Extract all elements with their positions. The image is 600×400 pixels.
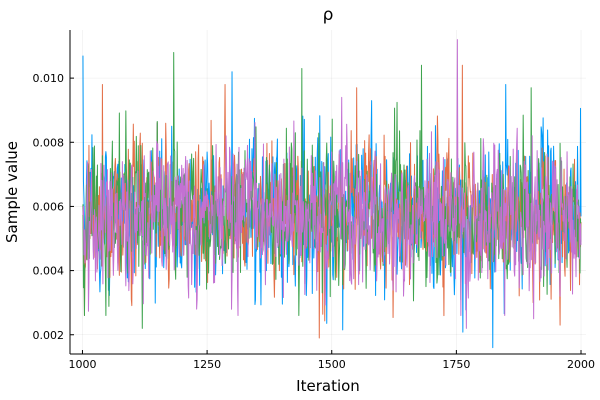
x-tick-label: 1750 [442, 358, 470, 371]
x-ticks: 1000 1250 1500 1750 2000 [68, 350, 595, 371]
y-tick-label: 0.004 [33, 265, 65, 278]
axes [69, 30, 586, 355]
x-tick-label: 1000 [68, 358, 96, 371]
y-tick-label: 0.006 [33, 200, 65, 213]
y-tick-label: 0.008 [33, 136, 65, 149]
x-tick-label: 1250 [193, 358, 221, 371]
series-line [82, 39, 582, 329]
y-ticks: 0.002 0.004 0.006 0.008 0.010 [33, 72, 74, 342]
y-tick-label: 0.002 [33, 329, 65, 342]
y-axis-title: Sample value [3, 141, 21, 243]
x-tick-label: 2000 [567, 358, 595, 371]
chart-title: ρ [323, 5, 334, 25]
y-tick-label: 0.010 [33, 72, 65, 85]
x-axis-title: Iteration [296, 377, 360, 395]
x-tick-label: 1500 [318, 358, 346, 371]
series-layer [82, 39, 582, 349]
